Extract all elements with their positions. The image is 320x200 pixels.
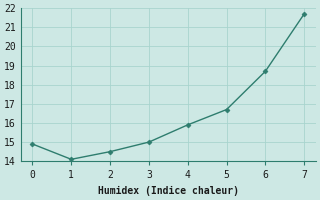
X-axis label: Humidex (Indice chaleur): Humidex (Indice chaleur) bbox=[98, 186, 239, 196]
